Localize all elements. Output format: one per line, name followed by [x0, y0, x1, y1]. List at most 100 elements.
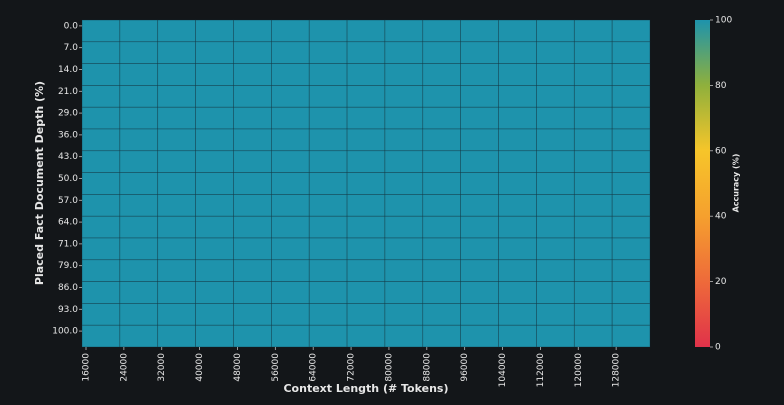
heatmap-cell — [346, 41, 386, 64]
heatmap-cell — [460, 259, 499, 282]
heatmap-cell — [81, 324, 121, 348]
heatmap-cell — [536, 281, 575, 304]
heatmap-cell — [460, 215, 499, 239]
colorbar-tick-label: 80 — [715, 81, 727, 91]
heatmap-cell — [384, 215, 424, 239]
x-tick-label: 64000 — [309, 353, 319, 382]
heatmap-cell — [460, 85, 499, 108]
heatmap-cell — [157, 150, 196, 173]
x-tick-label: 72000 — [347, 353, 357, 382]
heatmap-cell — [422, 259, 461, 282]
heatmap-cell — [346, 172, 386, 195]
heatmap-cell — [611, 303, 651, 326]
heatmap-cell — [195, 259, 234, 282]
heatmap-cell — [498, 194, 537, 217]
heatmap-cell — [498, 303, 537, 326]
heatmap-cell — [157, 303, 196, 326]
heatmap-cell — [384, 194, 424, 217]
y-tick-label: 0.0 — [64, 21, 79, 31]
heatmap-cell — [573, 128, 613, 152]
heatmap-cell — [271, 63, 310, 86]
heatmap-cell — [308, 303, 348, 326]
heatmap-cell — [157, 41, 196, 64]
heatmap-cell — [384, 19, 424, 43]
heatmap-cell — [308, 194, 348, 217]
heatmap-cell — [422, 150, 461, 173]
heatmap-cell — [233, 281, 272, 304]
heatmap-cell — [460, 150, 499, 173]
heatmap-cell — [195, 150, 234, 173]
heatmap-cell — [460, 303, 499, 326]
x-tick-label: 80000 — [384, 353, 394, 382]
y-tick-label: 79.0 — [58, 261, 78, 271]
heatmap-cell — [233, 324, 272, 348]
heatmap-cell — [81, 259, 121, 282]
heatmap-cell — [195, 85, 234, 108]
heatmap-cell — [536, 215, 575, 239]
heatmap-cell — [536, 194, 575, 217]
heatmap-cell — [271, 281, 310, 304]
heatmap-cell — [119, 215, 159, 239]
heatmap-cell — [81, 41, 121, 64]
heatmap-cell — [81, 128, 121, 152]
colorbar-tick-label: 40 — [715, 212, 727, 222]
heatmap-cell — [384, 237, 424, 261]
heatmap-cell — [308, 150, 348, 173]
heatmap-cell — [81, 106, 121, 130]
heatmap-cell — [498, 324, 537, 348]
heatmap-cell — [498, 215, 537, 239]
y-tick-label: 36.0 — [58, 130, 78, 140]
heatmap-cell — [573, 150, 613, 173]
heatmap-cell — [346, 194, 386, 217]
heatmap-cell — [460, 281, 499, 304]
heatmap-cell — [233, 63, 272, 86]
heatmap-cell — [157, 19, 196, 43]
heatmap-cell — [498, 63, 537, 86]
heatmap-cell — [157, 324, 196, 348]
heatmap-cell — [611, 237, 651, 261]
heatmap-cell — [573, 259, 613, 282]
x-tick-label: 96000 — [460, 353, 470, 382]
heatmap-cell — [422, 172, 461, 195]
heatmap-cell — [384, 259, 424, 282]
heatmap-cell — [346, 215, 386, 239]
heatmap-cell — [119, 106, 159, 130]
heatmap-cell — [195, 19, 234, 43]
heatmap-cell — [498, 150, 537, 173]
colorbar-title: Accuracy (%) — [732, 154, 741, 213]
heatmap-cell — [81, 150, 121, 173]
heatmap-cell — [422, 85, 461, 108]
heatmap-cell — [271, 128, 310, 152]
heatmap-cell — [157, 106, 196, 130]
heatmap-cell — [346, 128, 386, 152]
heatmap-cell — [195, 324, 234, 348]
heatmap-cell — [195, 172, 234, 195]
heatmap-cell — [573, 215, 613, 239]
heatmap-cell — [308, 106, 348, 130]
y-tick-label: 64.0 — [58, 218, 78, 228]
heatmap-cell — [119, 194, 159, 217]
heatmap-cell — [271, 172, 310, 195]
heatmap-cell — [460, 41, 499, 64]
heatmap-cell — [119, 85, 159, 108]
heatmap-cell — [573, 281, 613, 304]
heatmap-cell — [384, 63, 424, 86]
heatmap-cell — [346, 63, 386, 86]
heatmap-cell — [611, 259, 651, 282]
heatmap-cell — [233, 215, 272, 239]
heatmap-cell — [498, 19, 537, 43]
heatmap-cell — [157, 63, 196, 86]
y-tick-label: 29.0 — [58, 109, 78, 119]
heatmap-cell — [119, 19, 159, 43]
y-tick-label: 100.0 — [52, 327, 78, 337]
heatmap-cell — [422, 128, 461, 152]
heatmap-cell — [498, 85, 537, 108]
heatmap-cell — [536, 259, 575, 282]
heatmap-cell — [233, 259, 272, 282]
heatmap-cell — [271, 259, 310, 282]
heatmap-cell — [271, 85, 310, 108]
heatmap-cell — [195, 106, 234, 130]
heatmap-cell — [611, 41, 651, 64]
